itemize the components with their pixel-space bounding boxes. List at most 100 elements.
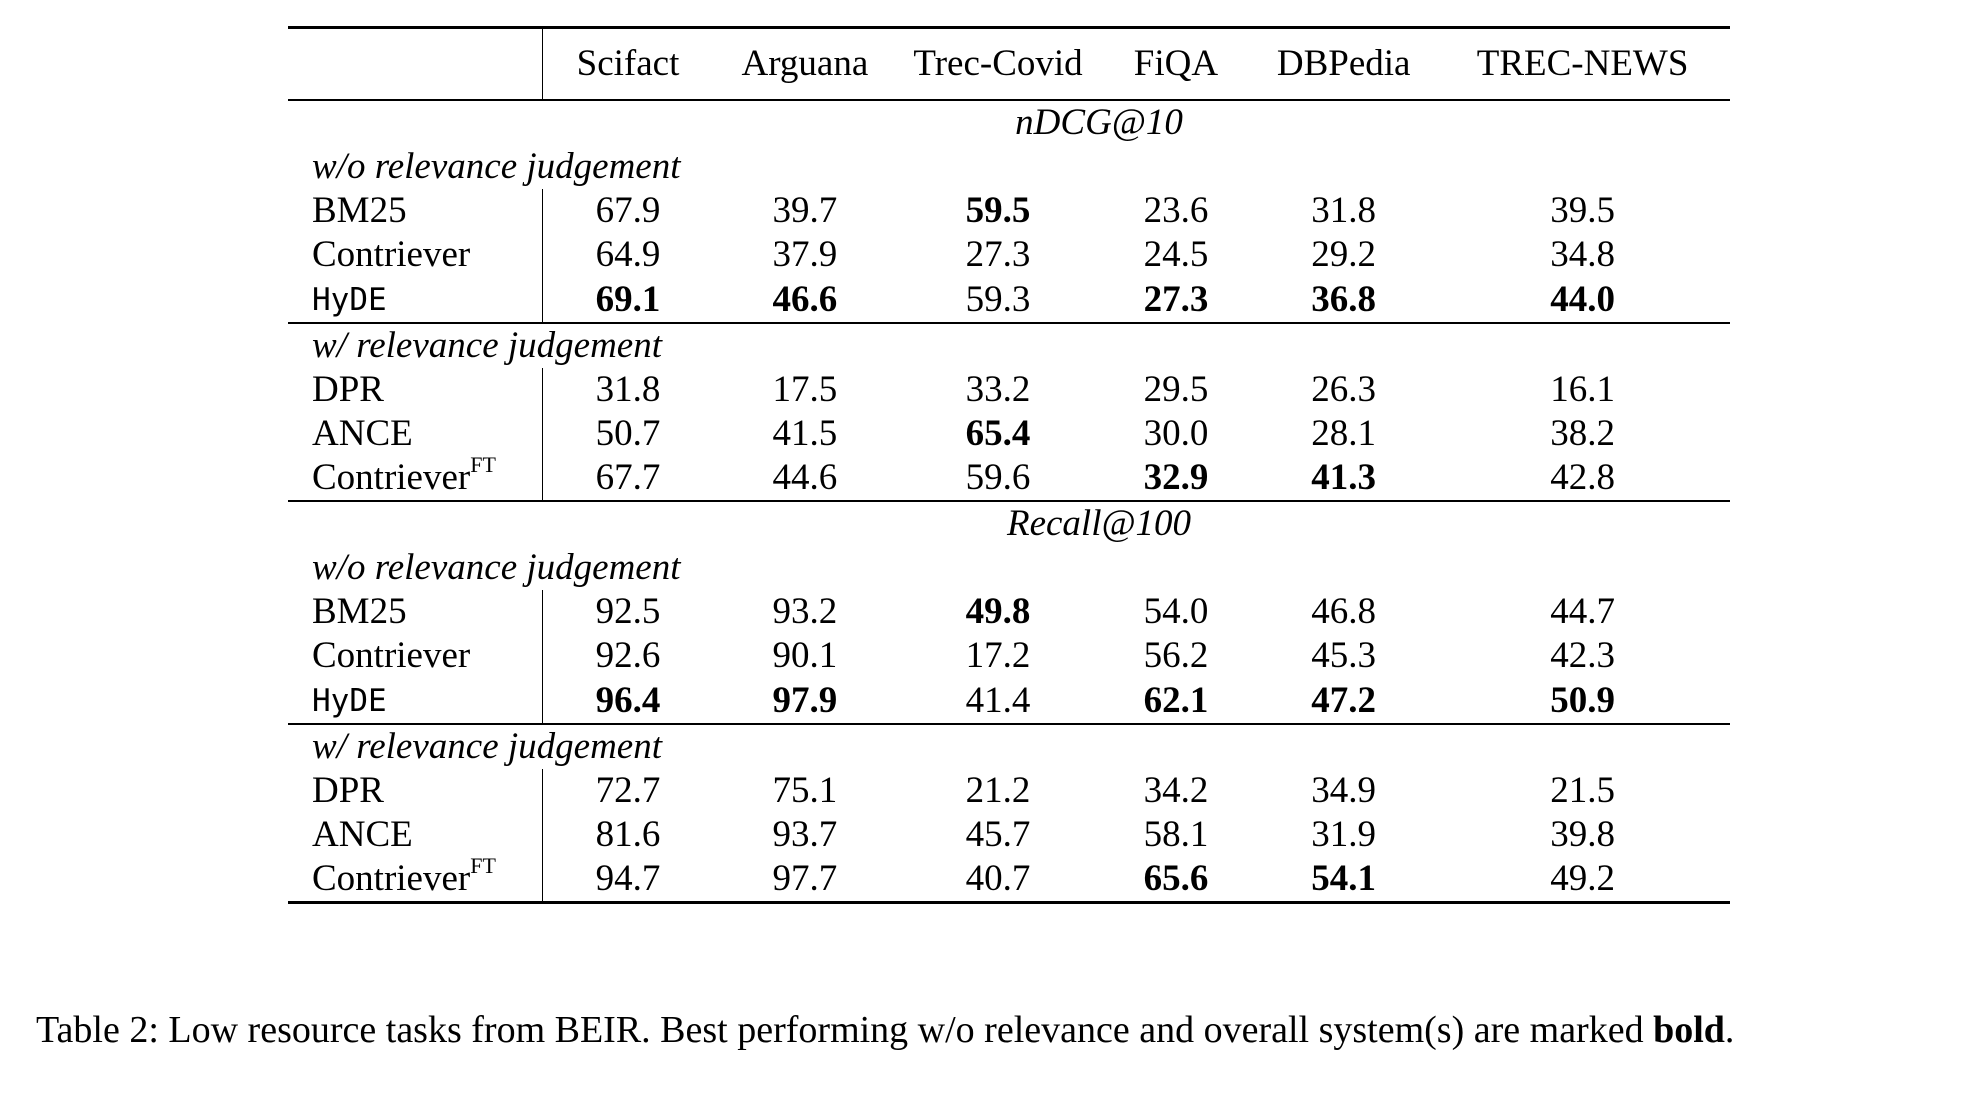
cell-trec-covid: 45.7	[965, 814, 1031, 855]
model-name-cell: BM25	[288, 189, 543, 233]
cell-dbpedia: 26.3	[1311, 369, 1377, 410]
cell-trec-covid: 17.2	[965, 635, 1031, 676]
table-row: DPR 72.7 75.1 21.2 34.2 34.9 21.5	[288, 769, 1730, 813]
cell-arguana: 37.9	[772, 234, 838, 275]
cell-arguana: 97.7	[713, 857, 897, 904]
cell-scifact: 92.5	[595, 591, 661, 632]
cell-scifact: 81.6	[595, 814, 661, 855]
caption-suffix: .	[1724, 1009, 1735, 1051]
cell-arguana: 97.9	[713, 678, 897, 725]
cell-scifact: 94.7	[542, 857, 714, 904]
cell-trec-news: 34.8	[1550, 234, 1615, 275]
cell-trec-covid: 49.8	[965, 591, 1031, 632]
model-name-cell: ContrieverFT	[288, 854, 543, 904]
cell-dbpedia: 31.9	[1311, 814, 1377, 855]
table-row: ANCE 50.7 41.5 65.4 30.0 28.1 38.2	[288, 412, 1730, 456]
cell-fiqa: 62.1	[1099, 678, 1253, 725]
cell-fiqa: 27.3	[1099, 277, 1253, 324]
cell-fiqa: 54.0	[1143, 591, 1209, 632]
table-row: BM25 92.5 93.2 49.8 54.0 46.8 44.7	[288, 590, 1730, 634]
cell-dbpedia: 46.8	[1311, 591, 1377, 632]
cell-trec-covid: 27.3	[965, 234, 1031, 275]
cell-scifact: 64.9	[595, 234, 661, 275]
cell-trec-news: 50.9	[1435, 678, 1730, 725]
model-name-cell: DPR	[288, 368, 543, 412]
cell-scifact: 92.6	[595, 635, 661, 676]
cell-scifact: 72.7	[595, 770, 661, 811]
model-name: BM25	[312, 591, 407, 632]
cell-trec-news: 16.1	[1550, 369, 1615, 410]
model-name-cell: DPR	[288, 769, 543, 813]
metric-row: nDCG@10	[288, 100, 1730, 145]
cell-trec-news: 21.5	[1550, 770, 1615, 811]
cell-scifact: 50.7	[595, 413, 661, 454]
table-body: nDCG@10 w/o relevance judgement BM25 67.9 39…	[288, 100, 1730, 904]
cell-scifact: 67.7	[542, 456, 714, 502]
model-name-cell: Contriever	[288, 233, 543, 277]
group-label: w/o relevance judgement	[312, 146, 681, 187]
column-header-trec-covid: Trec-Covid	[896, 26, 1100, 101]
column-header-dbpedia: DBPedia	[1252, 26, 1436, 101]
cell-arguana: 39.7	[772, 190, 838, 231]
cell-fiqa: 56.2	[1143, 635, 1209, 676]
model-name-cell: BM25	[288, 590, 543, 634]
table-caption: Table 2: Low resource tasks from BEIR. B…	[36, 1006, 1976, 1054]
cell-fiqa: 34.2	[1143, 770, 1209, 811]
metric-row: Recall@100	[288, 501, 1730, 546]
model-name: BM25	[312, 190, 407, 231]
cell-arguana: 93.7	[772, 814, 838, 855]
model-name-cell: HyDE	[288, 277, 543, 324]
table-row: HyDE 96.4 97.9 41.4 62.1 47.2 50.9	[288, 678, 1730, 725]
table-row: HyDE 69.1 46.6 59.3 27.3 36.8 44.0	[288, 277, 1730, 324]
cell-trec-news: 44.7	[1550, 591, 1615, 632]
header-row: Scifact Arguana Trec-Covid FiQA DBPedia …	[288, 26, 1730, 101]
metric-label: nDCG@10	[1015, 102, 1183, 143]
group-label: w/o relevance judgement	[312, 547, 681, 588]
model-name-cell: ANCE	[288, 412, 543, 456]
cell-dbpedia: 31.8	[1311, 190, 1377, 231]
cell-dbpedia: 36.8	[1252, 277, 1436, 324]
cell-scifact: 67.9	[595, 190, 661, 231]
cell-fiqa: 29.5	[1143, 369, 1209, 410]
group-row: w/o relevance judgement	[288, 145, 1730, 189]
model-superscript: FT	[470, 451, 496, 477]
model-name-cell: ANCE	[288, 813, 543, 857]
cell-dbpedia: 47.2	[1252, 678, 1436, 725]
cell-dbpedia: 41.3	[1252, 456, 1436, 502]
cell-dbpedia: 28.1	[1311, 413, 1377, 454]
model-name: ANCE	[312, 413, 413, 454]
cell-trec-news: 49.2	[1435, 857, 1730, 904]
cell-scifact: 96.4	[542, 678, 714, 725]
model-superscript: FT	[470, 852, 496, 878]
cell-fiqa: 23.6	[1143, 190, 1209, 231]
cell-trec-news: 39.5	[1550, 190, 1615, 231]
column-header-trec-news: TREC-NEWS	[1435, 26, 1730, 101]
cell-arguana: 17.5	[772, 369, 838, 410]
model-name: DPR	[312, 369, 384, 410]
cell-trec-news: 38.2	[1550, 413, 1615, 454]
cell-trec-covid: 33.2	[965, 369, 1031, 410]
cell-trec-news: 39.8	[1550, 814, 1615, 855]
caption-text: Table 2: Low resource tasks from BEIR. B…	[36, 1009, 1654, 1051]
cell-trec-covid: 41.4	[896, 678, 1100, 725]
model-name: Contriever	[312, 457, 471, 498]
cell-arguana: 93.2	[772, 591, 838, 632]
model-name: HyDE	[312, 282, 387, 318]
model-name: ANCE	[312, 814, 413, 855]
cell-trec-covid: 21.2	[965, 770, 1031, 811]
cell-arguana: 44.6	[713, 456, 897, 502]
cell-trec-covid: 65.4	[965, 413, 1031, 454]
cell-fiqa: 32.9	[1099, 456, 1253, 502]
model-name: DPR	[312, 770, 384, 811]
cell-arguana: 75.1	[772, 770, 838, 811]
group-label: w/ relevance judgement	[312, 726, 663, 767]
cell-dbpedia: 34.9	[1311, 770, 1377, 811]
cell-fiqa: 24.5	[1143, 234, 1209, 275]
table-row: Contriever 64.9 37.9 27.3 24.5 29.2 34.8	[288, 233, 1730, 277]
table-row: ContrieverFT 67.7 44.6 59.6 32.9 41.3 42.8	[288, 453, 1730, 502]
cell-fiqa: 65.6	[1099, 857, 1253, 904]
table-row: Contriever 92.6 90.1 17.2 56.2 45.3 42.3	[288, 634, 1730, 678]
cell-scifact: 69.1	[542, 277, 714, 324]
cell-trec-covid: 40.7	[896, 857, 1100, 904]
cell-arguana: 41.5	[772, 413, 838, 454]
